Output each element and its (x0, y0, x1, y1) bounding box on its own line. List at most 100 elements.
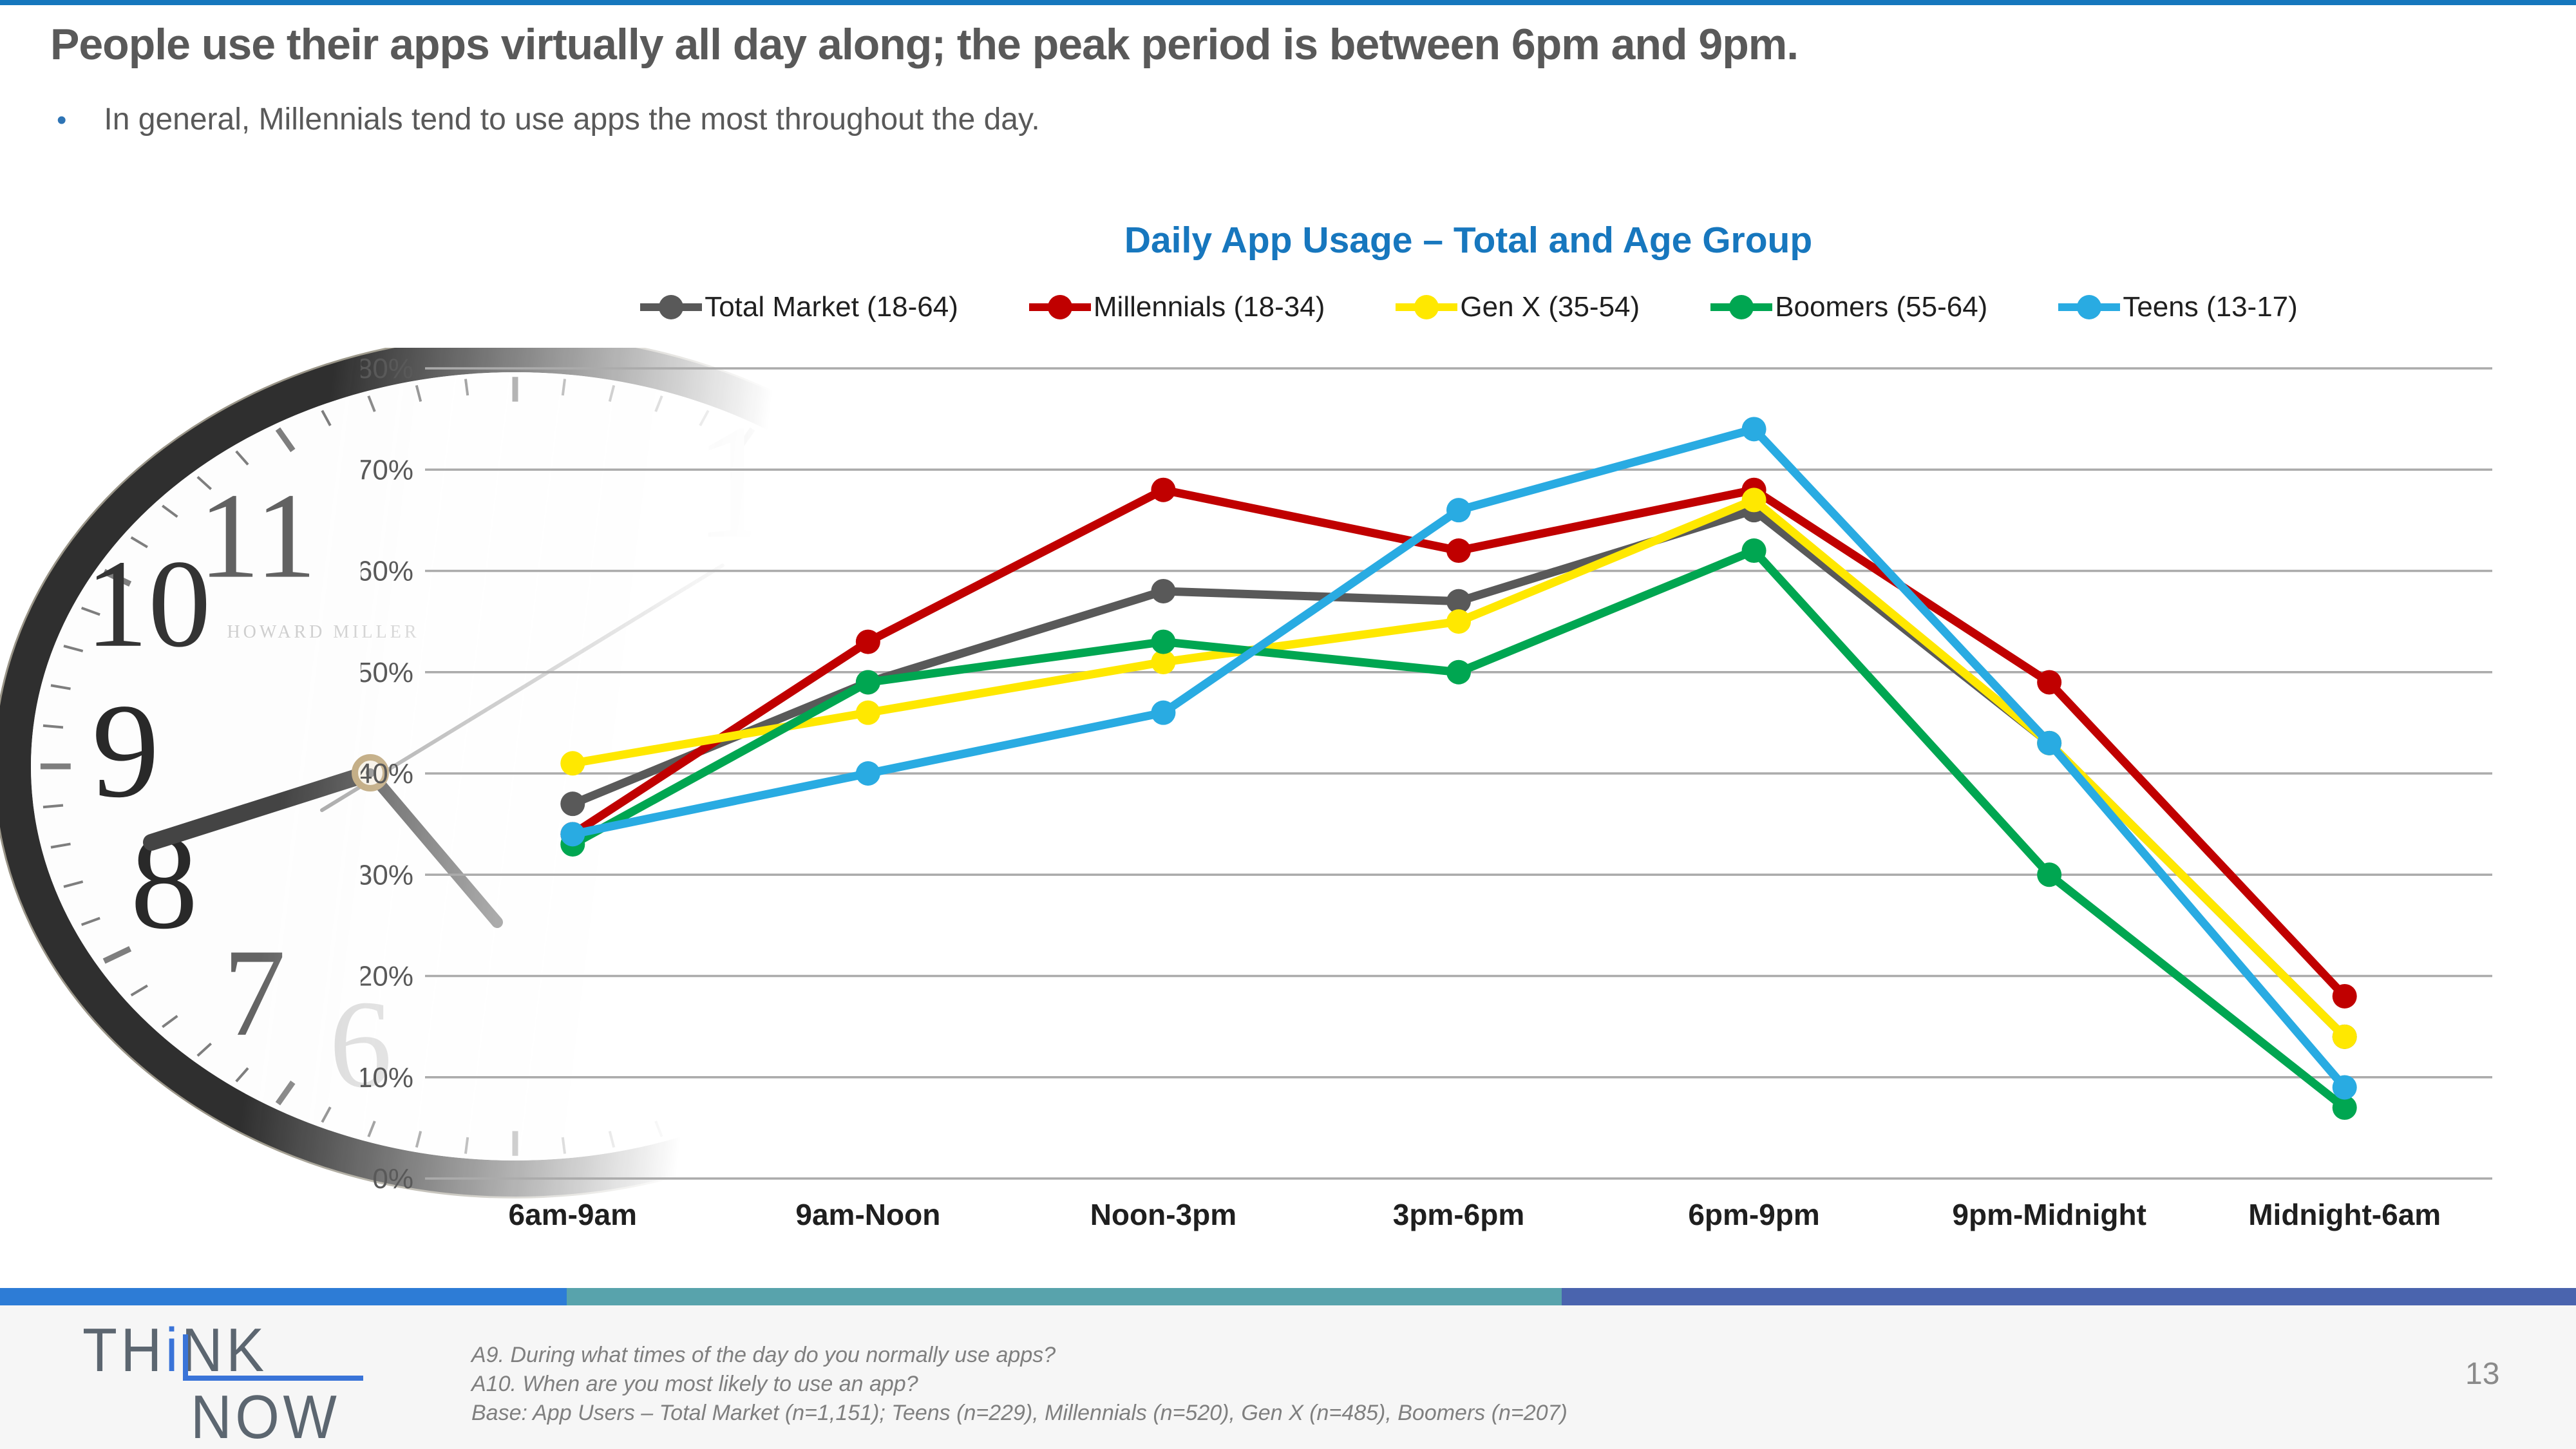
bar-segment-indigo (1562, 1288, 2576, 1305)
data-point-marker (1741, 488, 1766, 513)
clock-tick (947, 880, 967, 888)
clock-tick (930, 607, 950, 616)
clock-tick (196, 1042, 213, 1057)
clock-numeral: 12 (694, 392, 858, 573)
clock-tick (852, 504, 869, 518)
data-point-marker (560, 791, 585, 817)
clock-numeral: 11 (199, 469, 317, 604)
clock-tick (130, 536, 148, 549)
clock-numeral: 6 (329, 975, 392, 1114)
clock-tick (367, 395, 376, 412)
logo-think-th: TH (82, 1316, 166, 1385)
clock-hour-hand (143, 764, 379, 851)
clock-tick (960, 684, 980, 690)
data-point-marker (1446, 659, 1471, 685)
data-point-marker (855, 629, 880, 654)
clock-tick (50, 842, 71, 849)
clock-tick (63, 645, 84, 652)
data-point-marker (855, 670, 880, 695)
clock-tick (699, 410, 710, 426)
clock-tick (947, 645, 967, 652)
data-point-marker (1151, 629, 1176, 654)
bullet-row: • In general, Millennials tend to use ap… (57, 102, 1040, 137)
data-point-marker (1741, 538, 1766, 564)
clock-tick (415, 1131, 422, 1148)
series-Millennials (18-34) (560, 477, 2357, 1009)
bar-segment-blue (0, 1288, 567, 1305)
data-point-marker (2332, 983, 2357, 1009)
legend-marker-icon (640, 295, 703, 319)
legend-marker-icon (1028, 295, 1091, 319)
clock-tick (967, 724, 988, 729)
clock-tick (367, 1121, 376, 1137)
clock-tick (608, 384, 616, 402)
data-point-marker (2037, 670, 2062, 695)
bullet-marker: • (57, 104, 67, 136)
bullet-text: In general, Millennials tend to use apps… (104, 102, 1040, 137)
y-tick-label: 40% (361, 758, 413, 790)
y-tick-label: 30% (361, 859, 413, 891)
logo-now: NOW (191, 1383, 341, 1449)
data-point-marker (1151, 578, 1176, 603)
legend-label: Total Market (18-64) (705, 291, 958, 323)
y-tick-label: 20% (361, 961, 413, 992)
legend-label: Millennials (18-34) (1093, 291, 1325, 323)
series-Boomers (55-64) (560, 538, 2357, 1120)
clock-tick (50, 684, 71, 690)
bottom-accent-bar (0, 1288, 2576, 1305)
x-category-label: 3pm-6pm (1393, 1198, 1524, 1231)
clock-tick (818, 1042, 834, 1057)
y-tick-label: 10% (361, 1062, 413, 1094)
logo-blue-bracket (183, 1334, 363, 1381)
clock-minute-hand (365, 767, 503, 928)
clock-tick (130, 984, 148, 997)
data-point-marker (1741, 417, 1766, 442)
clock-tick (735, 427, 755, 453)
y-tick-label: 80% (361, 353, 413, 384)
clock-tick (967, 804, 988, 809)
chart-title: Daily App Usage – Total and Age Group (1124, 220, 1813, 261)
clock-tick (80, 607, 100, 616)
data-point-marker (560, 822, 585, 847)
x-category-label: 9pm-Midnight (1952, 1198, 2146, 1231)
legend-item: Gen X (35-54) (1394, 291, 1640, 323)
clock-tick (196, 476, 213, 491)
data-point-marker (1151, 700, 1176, 725)
legend-label: Teens (13-17) (2123, 291, 2298, 323)
clock-tick (63, 880, 84, 888)
clock-tick (43, 804, 64, 809)
series-line (568, 424, 2349, 1092)
data-point-marker (855, 761, 880, 786)
legend-item: Total Market (18-64) (639, 291, 958, 323)
clock-tick (464, 1137, 469, 1154)
clock-tick (235, 450, 249, 466)
legend-label: Gen X (35-54) (1460, 291, 1640, 323)
clock-numeral: 10 (86, 535, 211, 674)
clock-tick (415, 384, 422, 402)
chart-plot-area: 0% 10% 20% 30% 40% 50% 60% 70% 80% 6am-9am 9am-Noo… (357, 348, 2576, 1246)
legend-label: Boomers (55-64) (1775, 291, 1988, 323)
data-point-marker (2332, 1095, 2357, 1120)
clock-tick (102, 569, 132, 587)
y-tick-label: 0% (372, 1163, 413, 1195)
logo-accent-i: i (165, 1316, 182, 1385)
page-number: 13 (2465, 1357, 2500, 1391)
clock-tick (80, 916, 100, 926)
logo-think-nk: NK (181, 1316, 268, 1385)
footnote-line: A9. During what times of the day do you … (471, 1343, 1056, 1367)
clock-hub-dot (366, 768, 375, 777)
data-point-marker (1151, 650, 1176, 675)
clock-tick (781, 1067, 795, 1083)
clock-tick (321, 410, 332, 426)
series-line (568, 546, 2349, 1112)
clock-tick (561, 1137, 567, 1154)
footer-background (0, 1305, 2576, 1449)
data-point-marker (560, 751, 585, 776)
clock-tick (781, 450, 795, 466)
clock-tick (654, 1121, 663, 1137)
series-Teens (13-17) (560, 417, 2357, 1100)
series-line (568, 495, 2349, 1041)
x-category-label: Midnight-6am (2248, 1198, 2441, 1231)
x-category-label: 9am-Noon (795, 1198, 940, 1231)
chart-svg: 0% 10% 20% 30% 40% 50% 60% 70% 80% 6am-9am 9am-Noo… (357, 353, 2492, 1231)
